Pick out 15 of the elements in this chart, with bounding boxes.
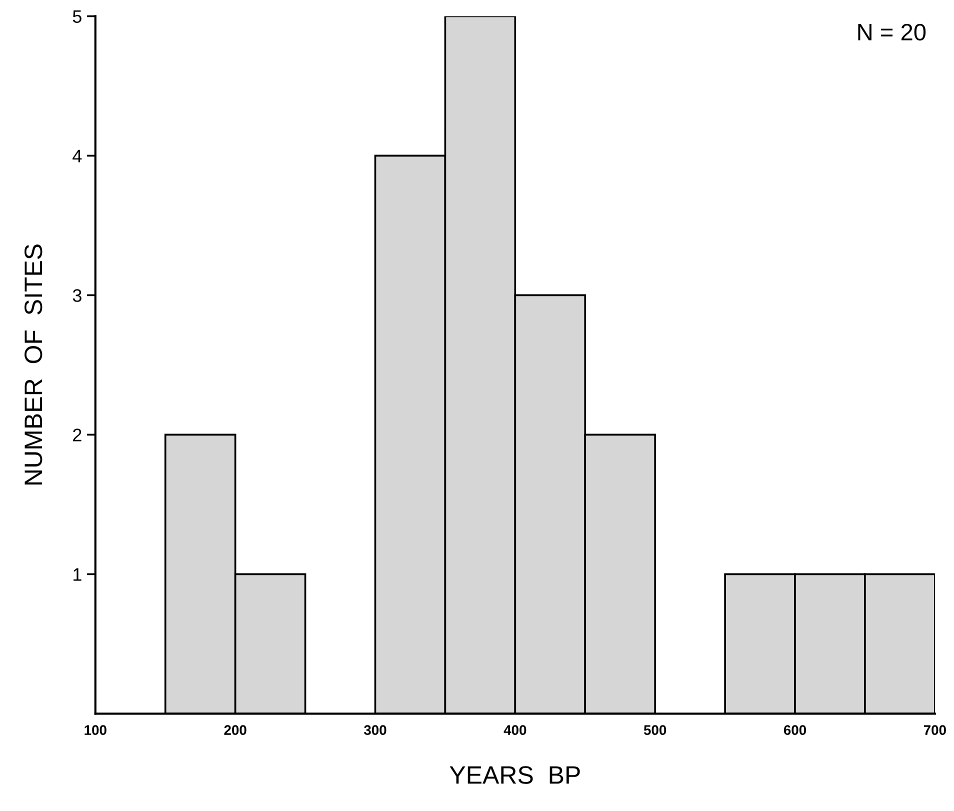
x-axis-title: YEARS BP: [450, 766, 580, 784]
x-tick-label: 200: [224, 725, 246, 735]
y-tick-label: 2: [73, 428, 82, 442]
x-tick-label: 700: [924, 725, 946, 735]
x-tick-label: 300: [364, 725, 386, 736]
y-tick-label: 1: [74, 568, 82, 581]
y-axis-title: NUMBER OF SITES: [24, 244, 42, 484]
x-tick-label: 600: [784, 725, 806, 735]
x-tick-label: 500: [644, 725, 666, 735]
y-tick-label: 3: [72, 289, 82, 302]
y-tick-label: 5: [72, 10, 82, 23]
annotation: N = 20: [858, 24, 926, 41]
x-tick-label: 400: [504, 725, 526, 735]
y-tick-label: 4: [72, 150, 82, 162]
x-tick-label: 100: [84, 725, 106, 735]
